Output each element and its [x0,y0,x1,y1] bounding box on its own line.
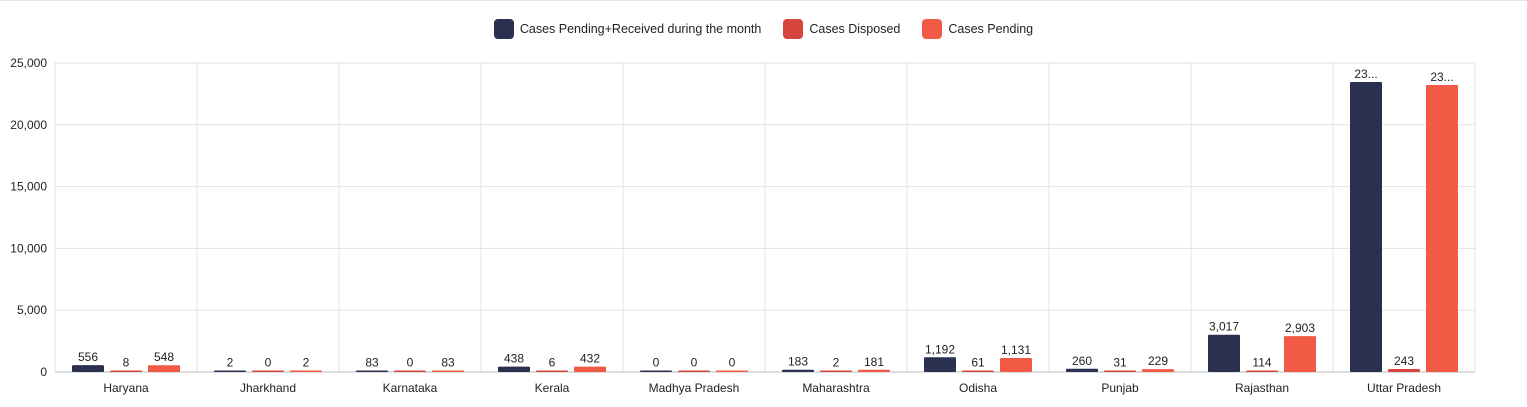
data-label: 548 [154,350,174,364]
bar-1 [110,370,142,372]
bar-1 [1388,368,1420,372]
legend-item-pending-received[interactable]: Cases Pending+Received during the month [493,19,762,39]
data-label: 0 [691,356,698,370]
data-label: 114 [1252,356,1271,370]
y-tick-label: 15,000 [10,180,47,194]
bar-2 [858,369,890,372]
bar-1 [394,370,426,372]
data-label: 23... [1430,70,1453,84]
legend-label: Cases Pending+Received during the month [519,22,762,36]
bar-0 [1350,82,1382,373]
legend-swatch [493,19,514,39]
y-tick-label: 0 [40,365,47,379]
bar-0 [1066,368,1098,372]
data-label: 1,192 [925,342,955,356]
data-label: 8 [123,356,130,370]
data-label: 556 [78,350,98,364]
legend-swatch [922,19,943,39]
data-label: 0 [407,356,414,370]
x-tick-label: Karnataka [383,381,438,395]
data-label: 0 [653,356,660,370]
bar-0 [1208,334,1240,372]
bar-1 [1246,370,1278,372]
bar-2 [1000,358,1032,372]
data-label: 438 [504,352,524,366]
bar-2 [574,366,606,372]
data-label: 2 [303,356,310,370]
data-label: 61 [971,356,985,370]
data-label: 83 [441,356,455,370]
x-tick-label: Haryana [103,381,149,395]
bar-0 [924,357,956,372]
data-label: 260 [1072,354,1092,368]
legend-swatch [783,19,804,39]
bar-1 [678,370,710,372]
y-tick-label: 20,000 [10,118,47,132]
bar-1 [820,370,852,372]
bar-0 [356,370,388,372]
bar-0 [640,370,672,372]
x-tick-label: Punjab [1101,381,1139,395]
bar-1 [536,370,568,372]
legend-item-disposed[interactable]: Cases Disposed [783,19,900,39]
y-tick-label: 5,000 [17,303,47,317]
bar-2 [1142,369,1174,372]
bar-2 [290,370,322,372]
data-label: 0 [265,356,272,370]
data-label: 181 [864,355,884,369]
data-label: 432 [580,352,600,366]
legend-label: Cases Pending [948,22,1034,36]
bar-2 [716,370,748,372]
data-label: 3,017 [1209,320,1239,334]
data-label: 2 [833,356,840,370]
data-label: 1,131 [1001,343,1031,357]
data-label: 2,903 [1285,321,1315,335]
legend-label: Cases Disposed [809,22,901,36]
bar-2 [148,365,180,372]
legend: Cases Pending+Received during the month … [0,19,1527,39]
data-label: 243 [1394,354,1414,368]
x-tick-label: Jharkhand [240,381,296,395]
y-tick-label: 10,000 [10,241,47,255]
data-label: 6 [549,356,556,370]
data-label: 23... [1354,67,1377,81]
bar-2 [432,370,464,372]
bar-2 [1284,336,1316,372]
x-tick-label: Odisha [959,381,997,395]
bar-0 [214,370,246,372]
bar-0 [782,369,814,372]
bar-1 [962,370,994,372]
data-label: 31 [1113,356,1127,370]
bar-2 [1426,85,1458,373]
legend-item-pending[interactable]: Cases Pending [922,19,1033,39]
bar-0 [72,365,104,372]
y-tick-label: 25,000 [10,56,47,70]
data-label: 0 [729,356,736,370]
x-tick-label: Uttar Pradesh [1367,381,1441,395]
bar-1 [252,370,284,372]
bar-1 [1104,370,1136,372]
x-tick-label: Maharashtra [802,381,870,395]
x-tick-label: Rajasthan [1235,381,1289,395]
bar-0 [498,366,530,372]
data-label: 229 [1148,354,1168,368]
data-label: 83 [365,356,379,370]
data-label: 2 [227,356,234,370]
data-label: 183 [788,355,808,369]
x-tick-label: Kerala [535,381,570,395]
x-tick-label: Madhya Pradesh [649,381,740,395]
